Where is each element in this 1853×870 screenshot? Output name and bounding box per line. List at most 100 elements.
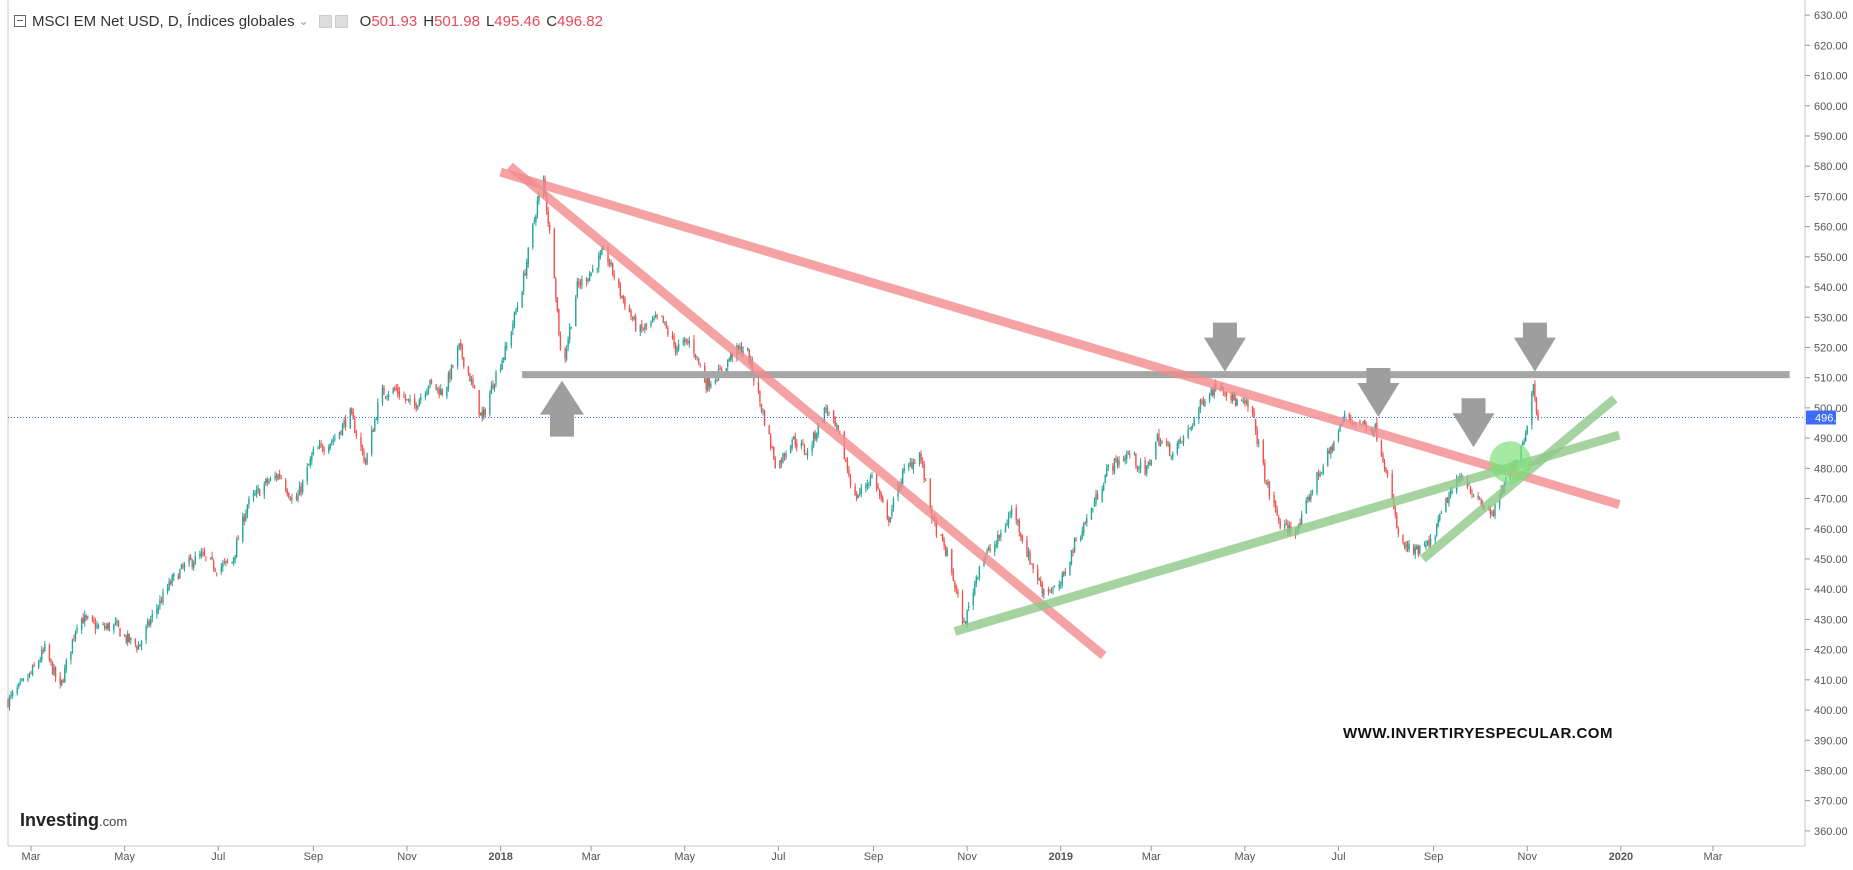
y-tick-label: 410.00 xyxy=(1814,675,1848,687)
candle-body xyxy=(1136,466,1139,469)
candle-body xyxy=(51,662,54,675)
x-tick-label: Mar xyxy=(1703,851,1722,863)
candle xyxy=(1193,416,1195,427)
candle xyxy=(447,371,450,392)
candle xyxy=(908,462,910,472)
candle-body xyxy=(1382,454,1384,463)
candle xyxy=(533,216,536,225)
price-axis[interactable]: 360.00 370.00 380.00 390.00 400.00 410.00 420.… xyxy=(1805,10,1848,838)
candle-body xyxy=(944,546,947,556)
candle xyxy=(102,621,104,626)
candle-body xyxy=(641,323,643,329)
candle-body xyxy=(30,672,32,674)
candle xyxy=(199,550,201,560)
candle xyxy=(664,321,666,326)
candle-body xyxy=(682,340,684,343)
candle xyxy=(624,296,626,311)
candle-body xyxy=(1245,400,1248,403)
candle xyxy=(18,682,20,690)
candle-body xyxy=(1208,395,1211,401)
eye-icon[interactable] xyxy=(318,14,332,28)
y-tick-label: 440.00 xyxy=(1814,584,1848,596)
candle-body xyxy=(1075,539,1077,541)
candle xyxy=(156,603,158,619)
candle xyxy=(952,567,955,582)
candle-body xyxy=(783,454,786,457)
candle xyxy=(963,617,965,624)
candle xyxy=(694,353,697,360)
candle xyxy=(835,422,838,432)
time-axis[interactable]: Mar May Jul Sep Nov 2018 Mar May Jul Sep Nov 2019 Ma… xyxy=(22,846,1723,863)
candle-body xyxy=(1319,473,1321,477)
ohlc-open-value: 501.93 xyxy=(371,12,418,30)
candle xyxy=(532,223,534,250)
candle-body xyxy=(31,666,34,675)
candle-body xyxy=(297,494,299,500)
candle xyxy=(361,444,364,456)
candle xyxy=(216,572,218,577)
candle xyxy=(1307,495,1309,504)
candle-body xyxy=(1494,504,1496,517)
symbol-title[interactable]: MSCI EM Net USD, D, Índices globales xyxy=(32,12,295,30)
candle-body xyxy=(1435,523,1438,536)
candle-body xyxy=(748,349,750,365)
candle xyxy=(805,452,807,456)
candle-body xyxy=(1147,461,1149,467)
candle-body xyxy=(1021,535,1024,541)
candle xyxy=(639,324,641,336)
candle xyxy=(341,422,344,436)
candle-body xyxy=(753,375,755,382)
candle xyxy=(125,634,127,645)
candle-body xyxy=(918,452,921,464)
candle xyxy=(404,393,407,404)
candle xyxy=(1234,394,1237,407)
candle xyxy=(834,415,836,428)
candle xyxy=(549,221,551,235)
candle xyxy=(1437,515,1439,528)
candle-body xyxy=(212,560,215,570)
collapse-icon[interactable] xyxy=(14,15,26,27)
candle xyxy=(21,677,23,682)
candle-body xyxy=(1277,516,1280,521)
candle xyxy=(1394,505,1396,519)
candle-body xyxy=(22,678,25,681)
candle xyxy=(860,483,862,498)
candle xyxy=(923,460,925,484)
candle xyxy=(37,659,40,670)
candle xyxy=(123,634,126,637)
candle xyxy=(961,589,964,626)
candle-body xyxy=(321,445,324,451)
candle xyxy=(1412,543,1415,556)
candle xyxy=(108,621,110,632)
candle xyxy=(1417,544,1419,558)
candle xyxy=(1187,424,1189,440)
candle-body xyxy=(779,460,781,469)
settings-icon[interactable] xyxy=(334,14,348,28)
candle-body xyxy=(621,296,623,298)
candle-body xyxy=(849,476,852,486)
candle-body xyxy=(865,485,867,488)
chevron-down-icon[interactable]: ⌄ xyxy=(298,14,309,28)
candle xyxy=(1535,396,1538,416)
candle xyxy=(398,386,401,400)
candle-body xyxy=(381,387,384,403)
candle xyxy=(1017,519,1019,527)
candle xyxy=(1419,544,1421,556)
candle xyxy=(1414,544,1416,559)
candle xyxy=(1041,581,1044,598)
candle xyxy=(1446,496,1449,504)
candle-body xyxy=(1115,458,1117,461)
candle-body xyxy=(39,659,41,662)
candle xyxy=(654,311,657,319)
y-tick-label: 630.00 xyxy=(1814,10,1848,22)
candle-body xyxy=(762,411,764,413)
candle-body xyxy=(1188,428,1191,430)
candle xyxy=(806,448,809,460)
candle-body xyxy=(1020,533,1022,537)
candle xyxy=(211,551,213,561)
candle xyxy=(288,491,290,499)
candle xyxy=(157,605,160,615)
candle-body xyxy=(1090,508,1093,520)
candle-body xyxy=(880,493,882,499)
